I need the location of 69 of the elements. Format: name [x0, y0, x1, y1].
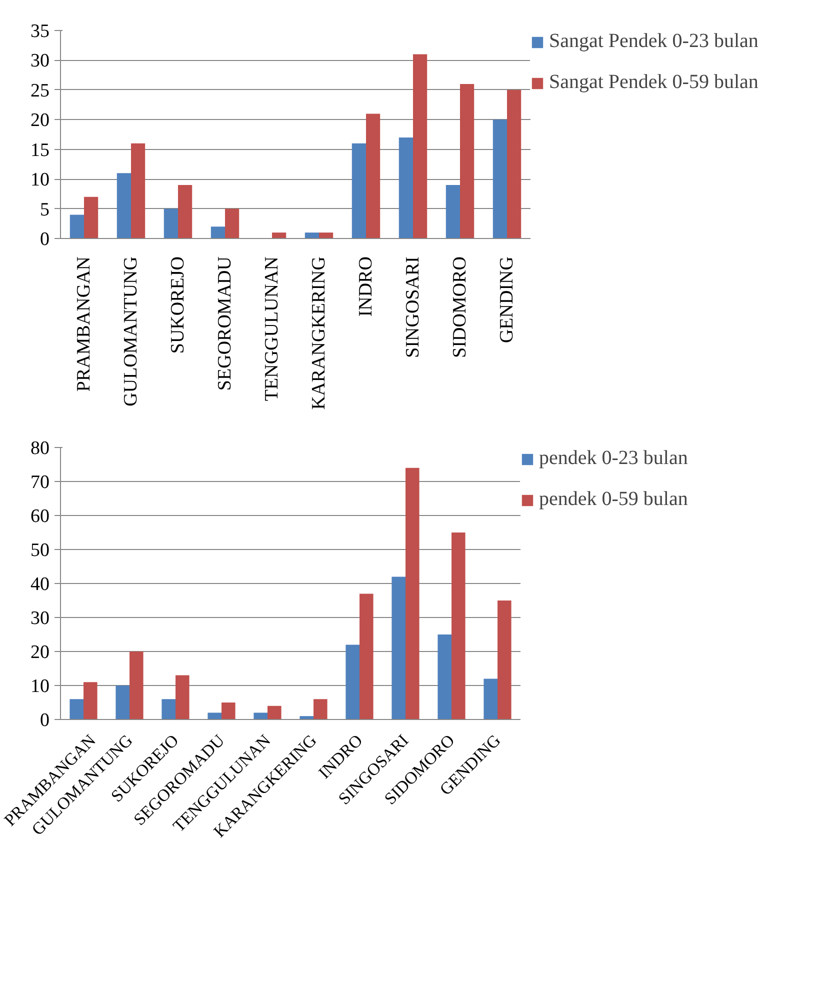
bar: [162, 699, 176, 720]
x-tick-label: SUKOREJO: [168, 256, 188, 354]
bar: [116, 686, 130, 720]
bar: [131, 143, 146, 238]
bar: [406, 468, 420, 720]
x-tick-label: KARANGKERING: [308, 256, 330, 410]
x-tick-label: PRAMBANGAN: [74, 256, 94, 392]
x-tick-label: GENDING: [496, 256, 518, 344]
bar: [398, 137, 413, 238]
bar: [304, 232, 319, 238]
x-tick-label: SINGOSARI: [402, 256, 424, 358]
x-tick-label: GULOMANTUNG: [120, 256, 142, 406]
bar: [452, 532, 466, 720]
x-tick-label: SIDOMORO: [450, 256, 470, 358]
bar: [268, 706, 282, 720]
y-tick-label: 80: [30, 438, 50, 459]
legend-label: Sangat Pendek 0-59 bulan: [549, 71, 758, 94]
y-tick-label: 20: [30, 642, 50, 663]
y-tick-label: 10: [30, 676, 50, 697]
bar: [222, 702, 236, 720]
bar: [460, 84, 474, 238]
bar: [314, 699, 328, 720]
legend-label: Sangat Pendek 0-23 bulan: [549, 30, 758, 53]
x-tick-label: TENGGULUNAN: [262, 256, 282, 402]
bar: [254, 712, 268, 720]
bar: [70, 214, 84, 238]
y-tick-label: 40: [30, 574, 50, 595]
bar: [352, 143, 366, 238]
bar: [116, 173, 131, 238]
bar: [178, 185, 192, 238]
y-tick-label: 25: [30, 80, 50, 102]
bar: [176, 675, 190, 720]
bar: [366, 114, 380, 238]
bar: [346, 644, 360, 720]
y-tick-label: 50: [30, 540, 50, 561]
bar: [164, 208, 178, 238]
y-tick-label: 15: [30, 140, 50, 161]
bar: [446, 185, 460, 238]
y-tick-label: 0: [40, 710, 50, 731]
bar: [492, 120, 507, 238]
bar: [507, 90, 522, 238]
x-tick-label: INDRO: [356, 256, 376, 317]
bar: [84, 682, 98, 720]
bar: [272, 232, 286, 238]
bar: [210, 226, 225, 238]
bar: [360, 594, 374, 720]
y-tick-label: 10: [30, 170, 50, 191]
legend-label: pendek 0-23 bulan: [539, 447, 688, 470]
y-tick-label: 70: [30, 472, 50, 493]
bar: [130, 652, 144, 720]
legend-label: pendek 0-59 bulan: [539, 488, 688, 511]
bar: [225, 208, 240, 238]
bar: [484, 678, 498, 720]
bar: [84, 196, 98, 238]
bar: [413, 54, 428, 238]
bar: [319, 232, 334, 238]
bar: [392, 576, 406, 720]
bar: [70, 699, 84, 720]
bar: [498, 600, 512, 720]
y-tick-label: 0: [40, 229, 50, 250]
bar: [438, 634, 452, 720]
y-tick-label: 20: [30, 110, 50, 132]
y-tick-label: 35: [30, 21, 50, 42]
y-tick-label: 60: [30, 506, 50, 527]
y-tick-label: 30: [30, 608, 50, 629]
y-tick-label: 5: [40, 199, 50, 220]
y-tick-label: 30: [30, 50, 50, 72]
bar: [208, 712, 222, 720]
x-tick-label: SEGOROMADU: [214, 256, 236, 391]
